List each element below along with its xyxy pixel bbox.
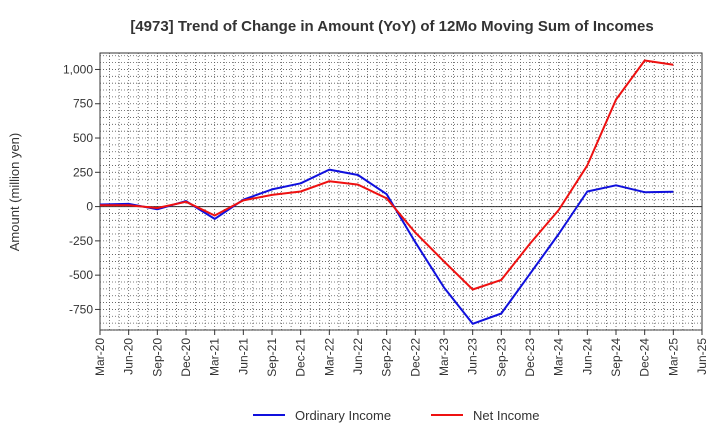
y-tick-label: -500 [69,268,93,282]
y-tick-label: 1,000 [63,62,93,76]
x-tick-label: Dec-20 [179,338,193,377]
legend: Ordinary Income Net Income [253,408,539,423]
x-tick-label: Sep-22 [380,338,394,377]
chart-title: [4973] Trend of Change in Amount (YoY) o… [130,18,653,35]
x-tick-label: Jun-20 [122,338,136,375]
x-tick-label: Jun-23 [466,338,480,375]
y-tick-label: 0 [86,200,93,214]
x-tick-label: Mar-20 [93,338,107,376]
x-tick-label: Mar-25 [666,338,680,376]
plot-area [99,52,703,331]
axis-layer: -750 -500 -250 0 250 500 750 1,000 Mar-20 Jun-20 S… [63,62,709,376]
x-tick-label: Dec-24 [638,338,652,377]
x-tick-label: Sep-20 [150,338,164,377]
x-tick-label: Mar-21 [208,338,222,376]
x-tick-label: Dec-23 [523,338,537,377]
x-tick-label: Sep-21 [265,338,279,377]
legend-label-net-income: Net Income [473,408,539,423]
x-tick-label: Jun-22 [351,338,365,375]
x-tick-label: Jun-24 [580,338,594,375]
x-tick-label: Jun-21 [236,338,250,375]
x-tick-label: Sep-24 [609,338,623,377]
grid-layer [99,52,703,331]
y-tick-label: 500 [73,131,93,145]
y-tick-label: -250 [69,234,93,248]
x-tick-label: Mar-23 [437,338,451,376]
x-tick-label: Dec-21 [294,338,308,377]
x-tick-label: Mar-22 [322,338,336,376]
x-tick-label: Sep-23 [494,338,508,377]
x-tick-label: Jun-25 [695,338,709,375]
y-tick-label: 250 [73,165,93,179]
series-layer [99,59,674,325]
series-line-net-income [100,59,674,291]
y-tick-label: 750 [73,97,93,111]
x-tick-label: Dec-22 [408,338,422,377]
y-axis-title: Amount (million yen) [7,133,22,252]
y-tick-label: -750 [69,302,93,316]
x-tick-label: Mar-24 [552,338,566,376]
legend-label-ordinary-income: Ordinary Income [295,408,391,423]
